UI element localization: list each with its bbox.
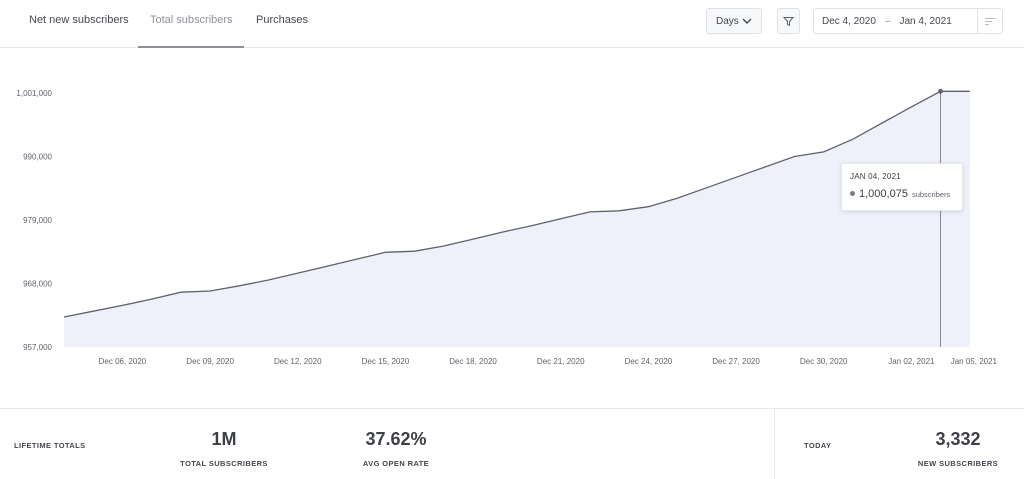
y-axis: 957,000 968,000 979,000 990,000 1,001,000 xyxy=(16,89,52,352)
new-subscribers-value: 3,332 xyxy=(935,429,981,449)
x-tick-label: Dec 24, 2020 xyxy=(625,357,673,366)
x-tick-label: Jan 05, 2021 xyxy=(951,357,998,366)
y-tick-label: 990,000 xyxy=(23,153,52,162)
hover-marker-dot xyxy=(938,88,943,94)
x-tick-label: Dec 27, 2020 xyxy=(712,357,760,366)
sort-button[interactable] xyxy=(977,8,1003,34)
granularity-value: Days xyxy=(716,15,739,27)
active-tab-indicator xyxy=(138,46,244,48)
x-tick-label: Jan 02, 2021 xyxy=(888,357,935,366)
avg-open-rate-label: AVG OPEN RATE xyxy=(362,459,430,468)
tab-total-subscribers[interactable]: Total subscribers xyxy=(150,14,233,26)
x-axis: Dec 06, 2020 Dec 09, 2020 Dec 12, 2020 Dec … xyxy=(99,357,998,366)
lifetime-totals-label: LIFETIME TOTALS xyxy=(14,441,86,450)
y-tick-label: 957,000 xyxy=(23,343,52,352)
x-tick-label: Dec 15, 2020 xyxy=(362,357,410,366)
avg-open-rate-stat: 37.62% AVG OPEN RATE xyxy=(346,429,446,468)
tooltip-unit: subscribers xyxy=(911,190,951,199)
date-end: Jan 4, 2021 xyxy=(899,15,952,27)
avg-open-rate-value: 37.62% xyxy=(365,429,427,449)
sort-lines-icon xyxy=(985,17,995,25)
x-tick-label: Dec 18, 2020 xyxy=(449,357,497,366)
total-subscribers-value: 1M xyxy=(211,429,237,449)
total-subscribers-label: TOTAL SUBSCRIBERS xyxy=(180,459,268,468)
date-separator: – xyxy=(884,15,891,27)
area-fill xyxy=(64,91,970,347)
footer-divider xyxy=(774,409,775,479)
tab-net-new-subscribers[interactable]: Net new subscribers xyxy=(29,14,129,26)
granularity-dropdown[interactable]: Days xyxy=(706,8,762,34)
y-tick-label: 979,000 xyxy=(23,216,52,225)
y-tick-label: 968,000 xyxy=(23,280,52,289)
new-subscribers-stat: 3,332 NEW SUBSCRIBERS xyxy=(910,429,1006,468)
series-dot-icon xyxy=(850,191,855,196)
x-tick-label: Dec 06, 2020 xyxy=(99,357,147,366)
x-tick-label: Dec 21, 2020 xyxy=(537,357,585,366)
today-label: TODAY xyxy=(804,441,832,450)
filter-button[interactable] xyxy=(777,8,800,34)
series-line xyxy=(63,90,970,318)
x-tick-label: Dec 30, 2020 xyxy=(800,357,848,366)
tooltip-date: JAN 04, 2021 xyxy=(850,172,901,181)
totals-footer: LIFETIME TOTALS 1M TOTAL SUBSCRIBERS 37.… xyxy=(0,408,1024,479)
total-subscribers-stat: 1M TOTAL SUBSCRIBERS xyxy=(174,429,274,468)
date-range-picker[interactable]: Dec 4, 2020 – Jan 4, 2021 xyxy=(813,8,978,34)
tab-purchases[interactable]: Purchases xyxy=(256,14,308,26)
filter-icon xyxy=(783,16,794,26)
total-subscribers-chart: 957,000 968,000 979,000 990,000 1,001,000 De… xyxy=(16,88,998,366)
chart-header: Net new subscribers Total subscribers Pu… xyxy=(0,0,1024,48)
tooltip-row: 1,000,075 subscribers xyxy=(850,188,954,200)
chevron-down-icon xyxy=(742,18,752,24)
new-subscribers-label: NEW SUBSCRIBERS xyxy=(917,459,999,468)
x-tick-label: Dec 12, 2020 xyxy=(274,357,322,366)
chart-tooltip: JAN 04, 2021 1,000,075 subscribers xyxy=(841,163,963,211)
y-tick-label: 1,001,000 xyxy=(16,89,52,98)
x-tick-label: Dec 09, 2020 xyxy=(186,357,234,366)
tooltip-value: 1,000,075 xyxy=(859,188,908,200)
date-start: Dec 4, 2020 xyxy=(822,15,876,27)
